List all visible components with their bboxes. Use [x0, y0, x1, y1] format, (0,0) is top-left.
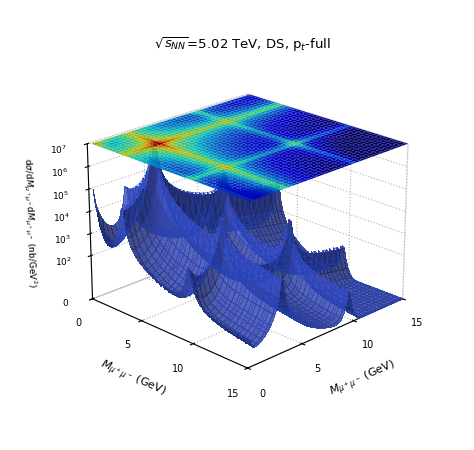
- X-axis label: $M_{\mu^+\mu^-}$ (GeV): $M_{\mu^+\mu^-}$ (GeV): [327, 357, 399, 401]
- Y-axis label: $M_{\mu^+\mu^-}$ (GeV): $M_{\mu^+\mu^-}$ (GeV): [97, 357, 168, 401]
- Title: $\sqrt{s_{NN}}$=5.02 TeV, DS, p$_t$-full: $\sqrt{s_{NN}}$=5.02 TeV, DS, p$_t$-full: [155, 35, 331, 54]
